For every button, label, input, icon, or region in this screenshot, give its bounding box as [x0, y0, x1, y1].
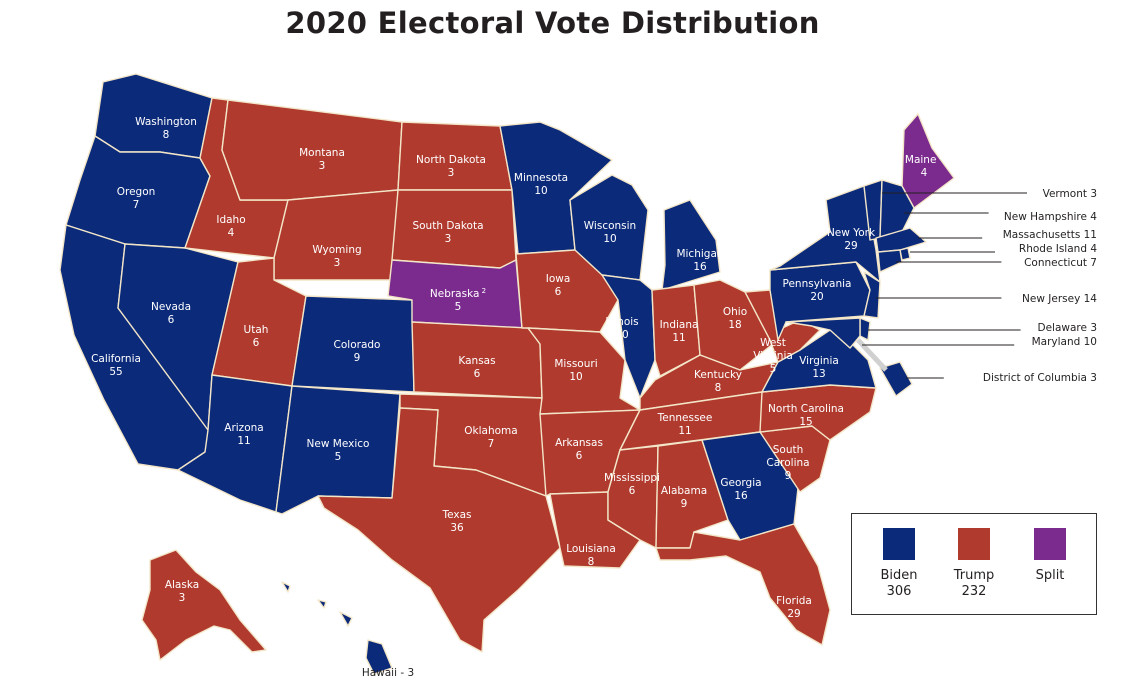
state-label-north-carolina: North Carolina 15 [768, 403, 844, 428]
state-pennsylvania [769, 261, 871, 341]
callout-label-new-hampshire: New Hampshire 4 [1004, 211, 1097, 223]
state-massachusetts [875, 227, 927, 253]
legend-label-split: Split [1035, 568, 1065, 583]
state-label-wisconsin: Wisconsin 10 [584, 220, 636, 245]
state-label-illinois: Illinois 20 [605, 316, 638, 341]
callout-label-delaware: Delaware 3 [1038, 322, 1097, 334]
state-label-florida: Florida 29 [776, 595, 812, 620]
state-label-new-york: New York 29 [827, 227, 876, 252]
state-label-kentucky: Kentucky 8 [694, 369, 742, 394]
state-connecticut [877, 249, 903, 273]
state-label-idaho: Idaho 4 [216, 214, 245, 239]
callout-label-massachusetts: Massachusetts 11 [1003, 229, 1097, 241]
state-label-virginia: Virginia 13 [799, 355, 839, 380]
legend-swatch-trump [958, 528, 990, 560]
callout-label-maryland: Maryland 10 [1032, 336, 1097, 348]
state-label-ohio: Ohio 18 [723, 306, 747, 331]
state-label-tennessee: Tennessee 11 [657, 412, 713, 437]
state-label-north-dakota: North Dakota 3 [416, 154, 486, 179]
state-florida [655, 523, 831, 646]
map-title: 2020 Electoral Vote Distribution [285, 6, 820, 40]
callout-label-new-jersey: New Jersey 14 [1022, 293, 1097, 305]
state-wisconsin [569, 174, 649, 281]
state-label-kansas: Kansas 6 [458, 355, 495, 380]
state-label-new-mexico: New Mexico 5 [307, 438, 370, 463]
legend-label-trump: Trump [953, 568, 995, 583]
legend-swatch-biden [883, 528, 915, 560]
state-label-missouri: Missouri 10 [554, 358, 597, 383]
state-hawaii [281, 581, 393, 675]
state-label-mississippi: Mississippi 6 [604, 472, 660, 497]
state-label-utah: Utah 6 [244, 324, 269, 349]
state-michigan [661, 199, 721, 291]
callout-label-connecticut: Connecticut 7 [1024, 257, 1097, 269]
state-label-colorado: Colorado 9 [334, 339, 381, 364]
state-label-pennsylvania: Pennsylvania 20 [783, 278, 852, 303]
state-new-jersey [863, 271, 881, 319]
legend-value-biden: 306 [886, 584, 912, 599]
state-label-oregon: Oregon 7 [117, 186, 156, 211]
state-label-california: California 55 [91, 353, 141, 378]
state-maryland [785, 317, 861, 349]
callout-label-district-of-columbia: District of Columbia 3 [983, 372, 1097, 384]
state-label-south-dakota: South Dakota 3 [412, 220, 483, 245]
state-label-wyoming: Wyoming 3 [312, 244, 361, 269]
legend-swatch-split [1034, 528, 1066, 560]
state-label-louisiana: Louisiana 8 [566, 543, 616, 568]
state-label-iowa: Iowa 6 [546, 273, 571, 298]
state-label-georgia: Georgia 16 [720, 477, 761, 502]
state-new-hampshire [879, 179, 915, 239]
callout-label-rhode-island: Rhode Island 4 [1019, 243, 1097, 255]
state-texas [317, 407, 561, 653]
state-label-nevada: Nevada 6 [151, 301, 191, 326]
state-label-alabama: Alabama 9 [661, 485, 707, 510]
state-label-minnesota: Minnesota 10 [514, 172, 568, 197]
legend-item-biden: Biden 306 [864, 528, 934, 600]
state-alaska [141, 549, 267, 661]
state-label-texas: Texas 36 [441, 509, 471, 534]
state-label-alaska: Alaska 3 [165, 579, 199, 604]
legend-item-split: Split [1015, 528, 1085, 584]
state-delaware [859, 317, 871, 341]
state-label-arkansas: Arkansas 6 [555, 437, 603, 462]
legend: Biden 306 Trump 232 Split [851, 513, 1097, 615]
state-new-mexico [275, 385, 401, 515]
state-label-arizona: Arizona 11 [224, 422, 263, 447]
state-new-york [769, 185, 881, 283]
state-label-west-virginia: West Virginia 5 [753, 337, 793, 375]
legend-value-trump: 232 [961, 584, 987, 599]
state-wyoming [273, 189, 399, 281]
state-label-montana: Montana 3 [299, 147, 345, 172]
state-illinois [601, 274, 656, 399]
state-label-indiana: Indiana 11 [660, 319, 699, 344]
state-district-of-columbia [879, 361, 913, 397]
state-label-washington: Washington 8 [135, 116, 197, 141]
state-label-michigan: Michigan 16 [676, 248, 723, 273]
state-label-south-carolina: South Carolina 9 [766, 444, 809, 482]
callout-label-vermont: Vermont 3 [1043, 188, 1097, 200]
legend-item-trump: Trump 232 [939, 528, 1009, 600]
state-label-oklahoma: Oklahoma 7 [464, 425, 517, 450]
state-label-hawaii: Hawaii - 3 [362, 667, 414, 679]
legend-label-biden: Biden [880, 568, 918, 583]
